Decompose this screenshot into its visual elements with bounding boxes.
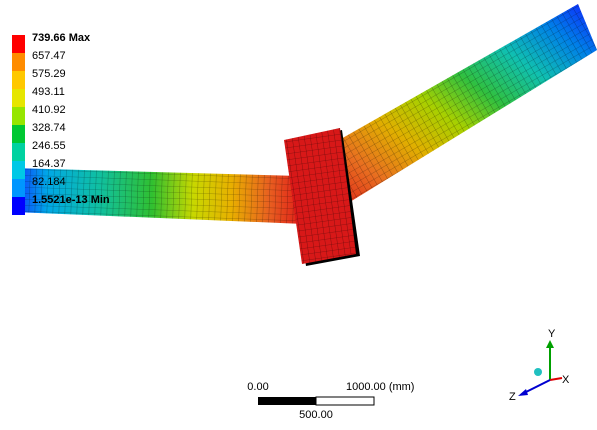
legend-swatch	[12, 53, 25, 71]
scale-segment	[258, 397, 316, 405]
legend-swatch	[12, 107, 25, 125]
legend-label: 328.74	[32, 122, 66, 134]
arrow-z	[518, 389, 528, 396]
legend-swatch	[12, 35, 25, 53]
axis-x	[550, 378, 562, 380]
scale-label: 0.00	[247, 381, 268, 393]
triad: Y X Z	[509, 328, 570, 403]
model	[12, 4, 597, 266]
triad-dot	[534, 368, 542, 376]
legend-label: 575.29	[32, 68, 66, 80]
viewport: 739.66 Max 657.47 575.29 493.11 410.92 3…	[0, 0, 597, 425]
legend-label: 164.37	[32, 158, 66, 170]
legend-swatch	[12, 179, 25, 197]
legend-swatch	[12, 161, 25, 179]
arrow-y	[546, 340, 554, 348]
axis-label: Z	[509, 391, 516, 403]
legend-swatch	[12, 125, 25, 143]
legend-label: 1.5521e-13 Min	[32, 194, 110, 206]
legend-label: 410.92	[32, 104, 66, 116]
axis-z	[524, 380, 550, 393]
axis-label: Y	[548, 328, 556, 340]
legend-swatch	[12, 143, 25, 161]
scale-label: 1000.00 (mm)	[346, 381, 414, 393]
legend-swatch	[12, 71, 25, 89]
axis-label: X	[562, 374, 570, 386]
legend-swatch	[12, 89, 25, 107]
legend-label: 657.47	[32, 50, 66, 62]
scale-segment	[316, 397, 374, 405]
scale-bar: 0.00 1000.00 (mm) 500.00	[247, 381, 414, 421]
legend-label: 246.55	[32, 140, 66, 152]
legend-label: 739.66 Max	[32, 32, 91, 44]
legend-label: 82.184	[32, 176, 66, 188]
right-beam-mesh	[318, 4, 597, 205]
legend-swatch	[12, 197, 25, 215]
legend-label: 493.11	[32, 86, 65, 98]
scale-label: 500.00	[299, 409, 333, 421]
